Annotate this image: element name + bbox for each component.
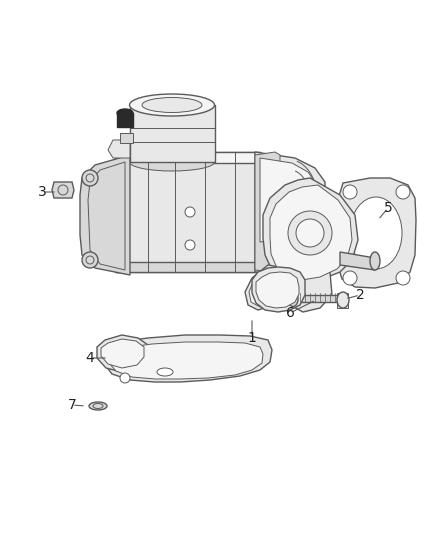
Polygon shape	[108, 140, 130, 158]
Circle shape	[120, 373, 130, 383]
Polygon shape	[245, 265, 288, 310]
Text: 2: 2	[356, 288, 364, 302]
Text: 4: 4	[85, 351, 94, 365]
Polygon shape	[336, 178, 416, 288]
Polygon shape	[97, 335, 148, 372]
Circle shape	[343, 185, 357, 199]
Circle shape	[396, 185, 410, 199]
Text: 6: 6	[286, 306, 294, 320]
Polygon shape	[115, 152, 260, 163]
Polygon shape	[286, 258, 332, 312]
Polygon shape	[130, 105, 215, 162]
Polygon shape	[263, 178, 358, 283]
Ellipse shape	[89, 402, 107, 410]
Polygon shape	[80, 155, 130, 275]
Ellipse shape	[157, 368, 173, 376]
Polygon shape	[270, 185, 352, 280]
Ellipse shape	[130, 94, 215, 116]
Polygon shape	[295, 295, 340, 302]
Circle shape	[288, 211, 332, 255]
Circle shape	[82, 170, 98, 186]
Polygon shape	[260, 158, 317, 242]
Polygon shape	[337, 293, 348, 308]
Circle shape	[185, 240, 195, 250]
Polygon shape	[115, 262, 260, 272]
Polygon shape	[101, 339, 144, 368]
Ellipse shape	[117, 109, 133, 117]
Text: 5: 5	[384, 201, 392, 215]
Polygon shape	[115, 152, 260, 272]
Polygon shape	[255, 152, 280, 272]
Ellipse shape	[142, 98, 202, 112]
Circle shape	[343, 271, 357, 285]
Circle shape	[82, 252, 98, 268]
Circle shape	[396, 271, 410, 285]
Polygon shape	[52, 182, 74, 198]
Circle shape	[185, 207, 195, 217]
Polygon shape	[252, 267, 305, 312]
Polygon shape	[120, 133, 133, 143]
Text: 1: 1	[247, 331, 256, 345]
Text: 3: 3	[38, 185, 46, 199]
Polygon shape	[117, 113, 133, 127]
Ellipse shape	[350, 197, 402, 269]
Polygon shape	[249, 270, 284, 307]
Ellipse shape	[370, 252, 380, 270]
Polygon shape	[289, 291, 297, 306]
Ellipse shape	[288, 292, 298, 306]
Polygon shape	[340, 252, 375, 270]
Ellipse shape	[130, 153, 215, 171]
Polygon shape	[110, 342, 263, 379]
Text: 7: 7	[67, 398, 76, 412]
Circle shape	[296, 219, 324, 247]
Polygon shape	[105, 335, 272, 382]
Ellipse shape	[337, 292, 349, 308]
Polygon shape	[255, 152, 325, 272]
Polygon shape	[256, 272, 299, 308]
